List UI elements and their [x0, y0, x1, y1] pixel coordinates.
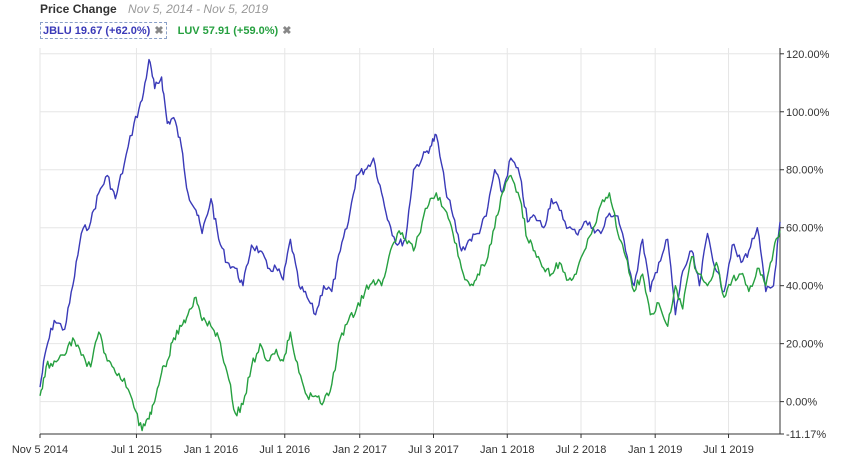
x-tick-label: Jul 2 2018 [556, 444, 607, 456]
x-tick-label: Jan 1 2019 [628, 444, 682, 456]
remove-luv-icon[interactable]: ✖ [282, 25, 292, 37]
series-line-luv [39, 174, 781, 432]
y-tick-label: 40.00% [786, 281, 824, 293]
x-tick-label: Jul 3 2017 [408, 444, 459, 456]
x-tick-label: Jan 2 2017 [333, 444, 387, 456]
y-tick-label: 0.00% [786, 397, 817, 409]
remove-jblu-icon[interactable]: ✖ [154, 25, 164, 37]
legend-item-luv[interactable]: LUV 57.91 (+59.0%) ✖ [176, 23, 294, 38]
y-tick-label: 80.00% [786, 165, 824, 177]
chart-title: Price Change [40, 2, 117, 16]
y-tick-label: 100.00% [786, 107, 830, 119]
y-tick-label: -11.17% [786, 429, 826, 441]
y-tick-label: 120.00% [786, 49, 830, 61]
legend-label-jblu: JBLU 19.67 (+62.0%) [43, 25, 151, 37]
series-line-jblu [39, 58, 781, 388]
x-tick-label: Jul 1 2015 [111, 444, 162, 456]
legend-label-luv: LUV 57.91 (+59.0%) [177, 25, 279, 37]
x-tick-label: Jul 1 2016 [259, 444, 310, 456]
date-range: Nov 5, 2014 - Nov 5, 2019 [128, 2, 269, 16]
x-tick-label: Jul 1 2019 [703, 444, 754, 456]
x-tick-label: Jan 1 2018 [480, 444, 534, 456]
y-tick-label: 60.00% [786, 223, 824, 235]
chart-header: Price Change Nov 5, 2014 - Nov 5, 2019 [40, 2, 268, 16]
y-tick-label: 20.00% [786, 339, 824, 351]
legend: JBLU 19.67 (+62.0%) ✖ LUV 57.91 (+59.0%) ✖ [40, 22, 299, 39]
legend-item-jblu[interactable]: JBLU 19.67 (+62.0%) ✖ [40, 22, 167, 39]
x-tick-label: Nov 5 2014 [12, 444, 68, 456]
x-tick-label: Jan 1 2016 [184, 444, 238, 456]
